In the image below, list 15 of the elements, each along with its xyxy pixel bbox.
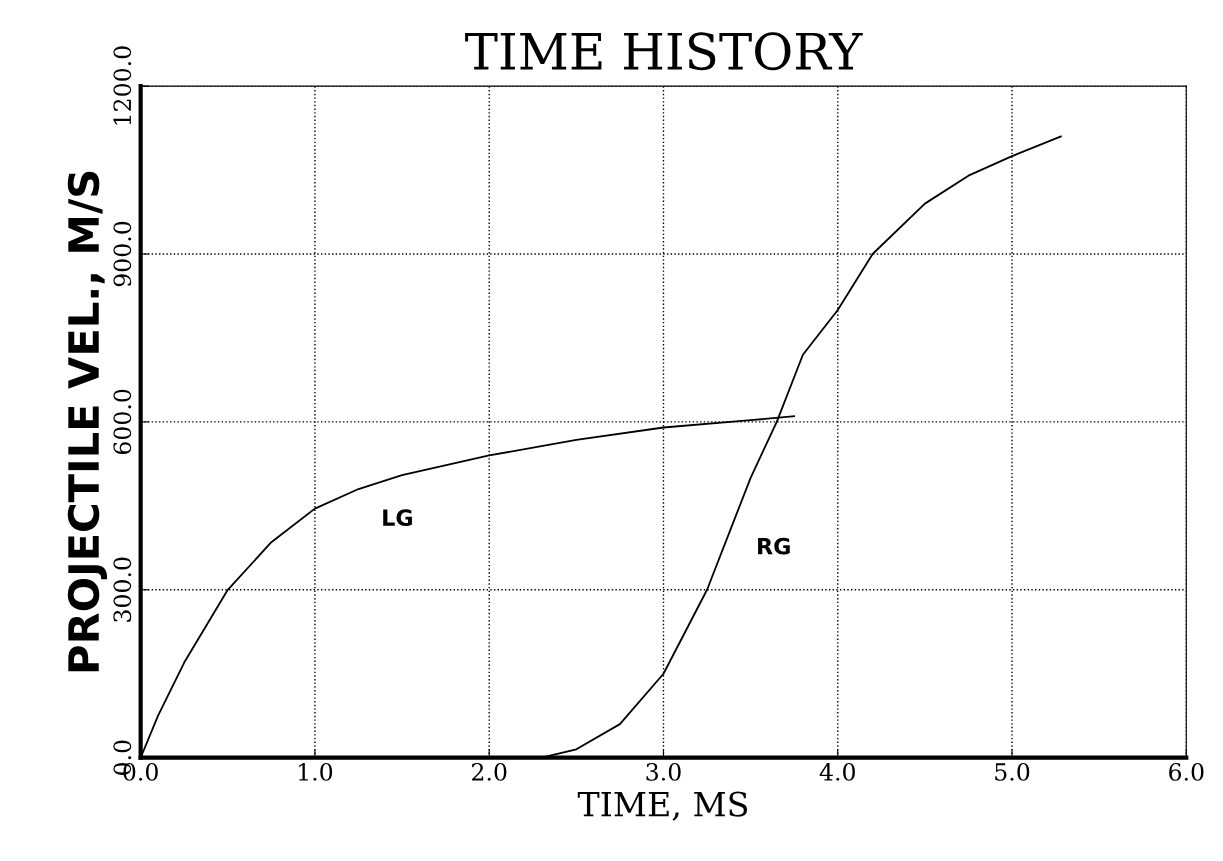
y-tick-label: 900.0 [113,221,132,287]
y-tick-label: 1200.0 [113,46,132,125]
y-tick-label: 600.0 [113,389,132,455]
x-tick-label: 6.0 [1169,762,1204,781]
x-tick-label: 2.0 [472,762,507,781]
y-tick-label: 300.0 [113,557,132,622]
x-tick-label: 3.0 [646,762,681,781]
x-tick-label: 1.0 [299,762,333,781]
x-tick-label: 5.0 [995,762,1030,781]
x-axis-title: TIME, MS [577,791,748,821]
series-label: RG [758,537,790,555]
y-axis-title: PROJECTILE VEL., M/S [67,171,108,672]
x-tick-label: 4.0 [819,762,855,781]
series-label: LG [383,509,412,527]
chart-title: TIME HISTORY [465,32,863,71]
